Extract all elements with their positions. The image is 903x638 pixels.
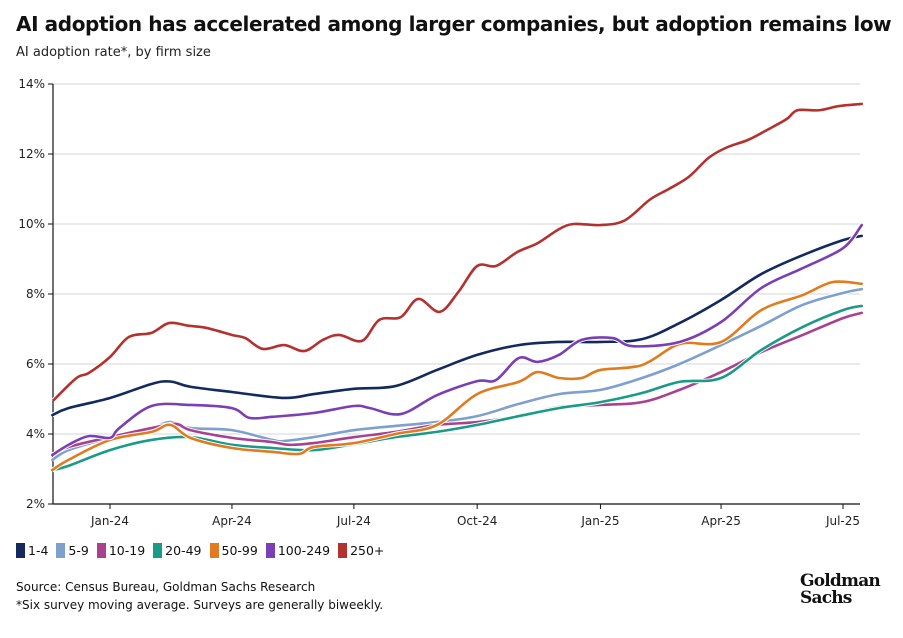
logo-line2: Sachs (800, 588, 852, 608)
legend-swatch (16, 543, 25, 558)
legend: 1-4 5-9 10-19 20-49 50-99 100-249 250+ (16, 543, 384, 558)
x-tick-label: Jan-25 (580, 514, 619, 528)
legend-label: 10-19 (108, 543, 146, 558)
legend-swatch (153, 543, 163, 558)
series-line-20-49 (51, 304, 864, 472)
legend-swatch (338, 543, 348, 558)
x-tick-label: Jan-24 (90, 514, 129, 528)
y-tick-label: 6% (26, 357, 45, 371)
series-line-10-19 (51, 311, 864, 457)
series-line-250+ (52, 102, 864, 402)
x-tick-label: Apr-24 (212, 514, 252, 528)
y-tick-label: 4% (26, 427, 45, 441)
legend-swatch (96, 543, 106, 558)
footnote-text: *Six survey moving average. Surveys are … (16, 598, 384, 612)
x-tick-label: Apr-25 (701, 514, 741, 528)
x-tick-label: Oct-24 (457, 514, 497, 528)
legend-label: 20-49 (165, 543, 202, 558)
series-line-50-99 (51, 280, 864, 472)
legend-label: 250+ (350, 543, 385, 558)
series-line-halo-250+ (52, 101, 862, 402)
goldman-sachs-logo: Goldman Sachs (800, 571, 881, 608)
legend-swatch (56, 543, 66, 558)
y-tick-label: 14% (18, 77, 45, 91)
logo-line1: Goldman (800, 571, 881, 591)
legend-label: 100-249 (277, 543, 331, 558)
series-line-1-4 (51, 234, 864, 417)
legend-label: 1-4 (28, 543, 49, 558)
x-tick-label: Jul-25 (825, 514, 860, 528)
legend-item-5-9: 5-9 (56, 543, 89, 558)
legend-swatch (209, 543, 219, 558)
y-tick-label: 2% (26, 497, 45, 511)
legend-item-20-49: 20-49 (153, 543, 202, 558)
legend-item-50-99: 50-99 (209, 543, 258, 558)
series-line-halo-50-99 (51, 279, 862, 472)
x-axis: Jan-24 Apr-24 Jul-24 Oct-24 Jan-25 Apr-25 Jul-… (53, 503, 860, 528)
y-tick-label: 8% (26, 287, 45, 301)
y-axis: 2% 4% 6% 8% 10% 12% 14% (18, 77, 54, 511)
series-line-100-249 (51, 223, 864, 457)
legend-item-100-249: 100-249 (265, 543, 331, 558)
y-tick-label: 10% (18, 217, 45, 231)
line-chart: 2% 4% 6% 8% 10% 12% 14% Jan-24 Apr-24 Jul-24 Oct-… (18, 77, 864, 528)
x-tick-label: Jul-24 (336, 514, 371, 528)
chart-title: AI adoption has accelerated among larger… (16, 12, 892, 36)
legend-swatch (265, 543, 275, 558)
source-text: Source: Census Bureau, Goldman Sachs Res… (16, 580, 316, 594)
legend-label: 50-99 (221, 543, 258, 558)
legend-item-1-4: 1-4 (16, 543, 48, 558)
chart-subtitle: AI adoption rate*, by firm size (16, 45, 211, 60)
legend-item-10-19: 10-19 (96, 543, 146, 558)
legend-label: 5-9 (68, 543, 89, 558)
series-lines (51, 101, 864, 473)
legend-item-250+: 250+ (338, 543, 384, 558)
source-notes: Source: Census Bureau, Goldman Sachs Res… (16, 578, 383, 614)
y-tick-label: 12% (18, 147, 45, 161)
